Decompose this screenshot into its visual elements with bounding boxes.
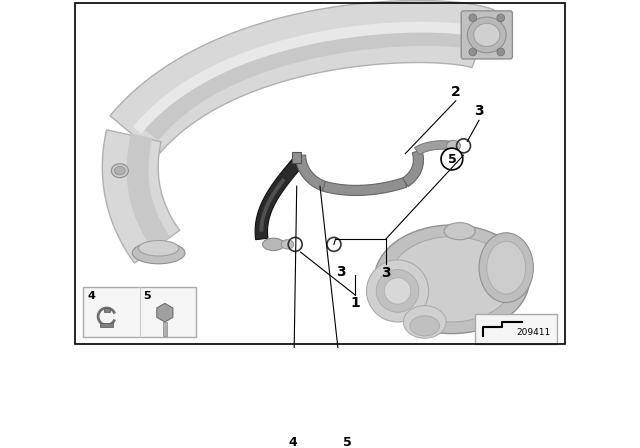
Ellipse shape — [367, 260, 429, 322]
Ellipse shape — [403, 306, 446, 338]
Ellipse shape — [281, 240, 294, 249]
Polygon shape — [296, 155, 326, 191]
Ellipse shape — [474, 23, 500, 47]
Ellipse shape — [444, 223, 475, 240]
Bar — [475, 314, 557, 344]
Text: 4: 4 — [87, 291, 95, 302]
Bar — [292, 152, 301, 163]
Ellipse shape — [467, 17, 506, 53]
Ellipse shape — [385, 278, 411, 304]
Polygon shape — [110, 0, 494, 156]
Bar — [83, 287, 196, 337]
Ellipse shape — [390, 237, 514, 322]
Ellipse shape — [132, 242, 185, 264]
Text: 5: 5 — [447, 152, 456, 166]
FancyBboxPatch shape — [461, 11, 513, 59]
Ellipse shape — [111, 164, 129, 178]
Circle shape — [497, 48, 505, 56]
Text: 5: 5 — [143, 291, 151, 302]
Text: 3: 3 — [336, 264, 346, 279]
Text: 2: 2 — [451, 85, 461, 99]
Bar — [100, 323, 113, 327]
Text: 3: 3 — [474, 104, 484, 118]
Ellipse shape — [410, 316, 440, 336]
Ellipse shape — [262, 238, 284, 250]
Bar — [163, 322, 167, 336]
Polygon shape — [127, 134, 171, 250]
Circle shape — [441, 148, 463, 170]
Text: 1: 1 — [350, 296, 360, 310]
Ellipse shape — [115, 166, 125, 175]
Polygon shape — [102, 130, 180, 263]
Circle shape — [469, 48, 477, 56]
Polygon shape — [415, 141, 452, 155]
Ellipse shape — [487, 241, 525, 294]
Polygon shape — [259, 178, 285, 232]
Ellipse shape — [374, 225, 529, 334]
Bar — [104, 308, 109, 312]
Ellipse shape — [138, 241, 179, 256]
Polygon shape — [140, 22, 479, 141]
Ellipse shape — [479, 233, 533, 302]
Circle shape — [497, 14, 505, 22]
Circle shape — [282, 431, 304, 448]
Text: 5: 5 — [343, 436, 351, 448]
Polygon shape — [132, 22, 481, 134]
Ellipse shape — [376, 270, 419, 312]
Text: 4: 4 — [289, 436, 297, 448]
Text: 209411: 209411 — [516, 328, 550, 337]
Polygon shape — [403, 150, 424, 186]
Polygon shape — [255, 155, 305, 240]
Ellipse shape — [447, 140, 460, 151]
Circle shape — [336, 431, 358, 448]
Text: 3: 3 — [381, 266, 391, 280]
Polygon shape — [323, 177, 407, 195]
Circle shape — [469, 14, 477, 22]
